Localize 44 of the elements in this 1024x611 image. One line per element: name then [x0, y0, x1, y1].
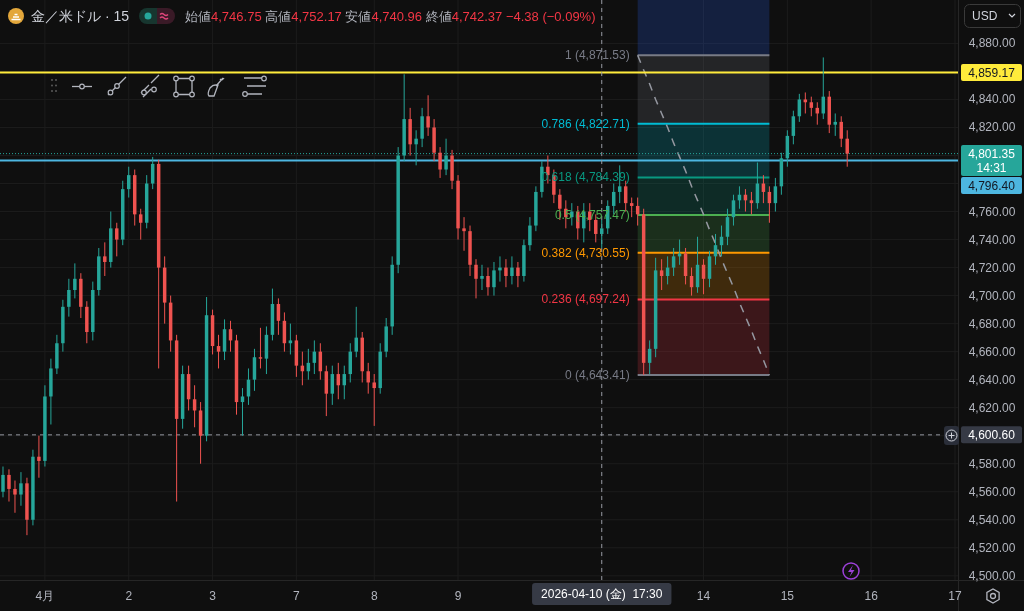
y-tick-label: 4,700.00 — [968, 288, 1016, 303]
x-tick-label: 7 — [293, 589, 301, 603]
price-label: 4,801.35 14:31 — [961, 145, 1022, 177]
x-tick-label: 4月 — [35, 589, 55, 603]
x-tick-label: 15 — [780, 589, 795, 603]
ref-line-label: 4,859.17 — [968, 65, 1016, 80]
y-tick-label: 4,680.00 — [968, 316, 1016, 331]
series-label: 1 (4,871.53) — [564, 48, 630, 63]
ref-line-label: 4,796.40 — [968, 178, 1016, 193]
series-label: 0.382 (4,730.55) — [541, 245, 630, 260]
y-tick-label: 4,820.00 — [968, 120, 1016, 135]
y-tick-label: 4,520.00 — [968, 540, 1016, 555]
currency-button: USD — [964, 4, 1021, 28]
text: 始値4,746.75 高値4,752.17 安値4,740.96 終値4,742.37 −4.38 (−0.09%) — [185, 8, 596, 24]
y-tick-label: 4,740.00 — [968, 232, 1016, 247]
series-label: 0.786 (4,822.71) — [541, 116, 630, 131]
y-tick-label: 4,640.00 — [968, 372, 1016, 387]
series-label: 0.236 (4,697.24) — [541, 292, 630, 307]
y-tick-label: 4,620.00 — [968, 400, 1016, 415]
y-tick-label: 4,560.00 — [968, 484, 1016, 499]
price-label: 4,600.60 — [961, 426, 1022, 444]
x-tick-label: 8 — [370, 589, 378, 603]
price-label: 4,796.40 — [961, 177, 1022, 195]
x-tick-label: 14 — [696, 589, 711, 603]
y-tick-label: 4,540.00 — [968, 512, 1016, 527]
y-tick-label: 4,660.00 — [968, 344, 1016, 359]
text: 金／米ドル · 15 — [31, 8, 130, 24]
y-tick-label: 4,580.00 — [968, 456, 1016, 471]
x-tick-label: 9 — [454, 589, 462, 603]
crosshair-time-label: 2026-04-10 (金) 17:30 — [532, 583, 672, 605]
y-tick-label: 4,840.00 — [968, 92, 1016, 107]
x-tick-label: 17 — [948, 589, 962, 603]
x-tick-label: 2 — [125, 589, 133, 603]
x-tick-label: 3 — [209, 589, 217, 603]
x-tick-label: 2026-04-10 (金) 17:30 — [541, 587, 663, 601]
price-label: 4,859.17 — [961, 64, 1022, 82]
ref-line-label: 4,801.35 — [968, 146, 1016, 161]
x-tick-label: 16 — [864, 589, 879, 603]
y-tick-label: 4,720.00 — [968, 260, 1016, 275]
series-label: 0 (4,643.41) — [564, 367, 630, 382]
y-tick-label: 4,760.00 — [968, 204, 1016, 219]
y-tick-label: 4,500.00 — [968, 568, 1016, 583]
ref-line-label: 4,600.60 — [968, 427, 1016, 442]
y-tick-label: 4,880.00 — [968, 36, 1016, 51]
